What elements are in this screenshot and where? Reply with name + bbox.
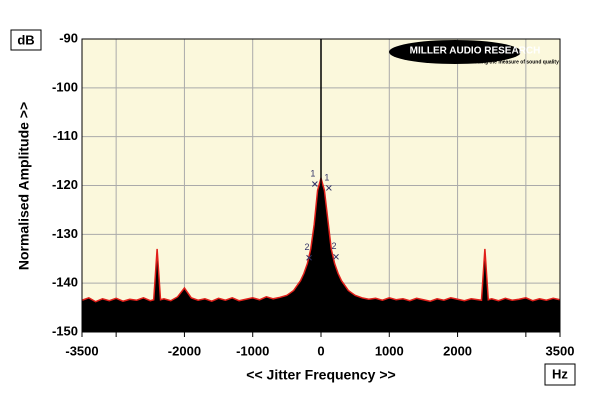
- marker: [306, 254, 312, 261]
- y-tick-label: -140: [52, 275, 78, 290]
- y-tick-label: -130: [52, 226, 78, 241]
- marker-label: 2: [305, 242, 310, 252]
- y-tick-label: -150: [52, 323, 78, 338]
- x-tick-label: -2000: [168, 343, 201, 358]
- logo: MILLER AUDIO RESEARCH: [410, 46, 541, 57]
- logo-badge: [389, 40, 521, 64]
- unit-box: [544, 363, 576, 386]
- y-tick-label: -110: [53, 128, 78, 143]
- marker: [312, 181, 318, 187]
- x-tick-label: 1000: [375, 343, 404, 358]
- x-tick-label: -3500: [65, 343, 98, 358]
- marker-label: 1: [310, 168, 315, 178]
- unit-box: [10, 29, 42, 51]
- x-unit: Hz: [552, 366, 568, 381]
- tagline: Setting the measure of sound quality: [471, 59, 559, 65]
- x-tick-label: 2000: [443, 343, 472, 358]
- y-tick-label: -100: [52, 79, 78, 94]
- x-tick-label: 3500: [546, 343, 575, 358]
- marker: [325, 185, 332, 191]
- marker-label: 1: [324, 172, 329, 182]
- y-unit: dB: [17, 32, 34, 47]
- x-tick-label: -1000: [236, 343, 269, 358]
- marker: [333, 253, 339, 260]
- marker-label: 2: [332, 241, 337, 251]
- x-axis-label: << Jitter Frequency >>: [246, 367, 395, 383]
- y-tick-label: -90: [59, 30, 78, 45]
- x-tick-label: 0: [317, 343, 324, 358]
- y-tick-label: -120: [52, 177, 78, 192]
- y-axis-label: Normalised Amplitude >>: [16, 102, 32, 270]
